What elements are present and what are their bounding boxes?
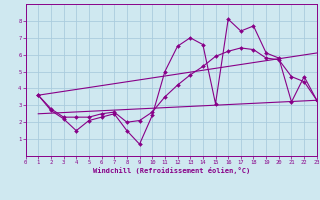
X-axis label: Windchill (Refroidissement éolien,°C): Windchill (Refroidissement éolien,°C) xyxy=(92,167,250,174)
